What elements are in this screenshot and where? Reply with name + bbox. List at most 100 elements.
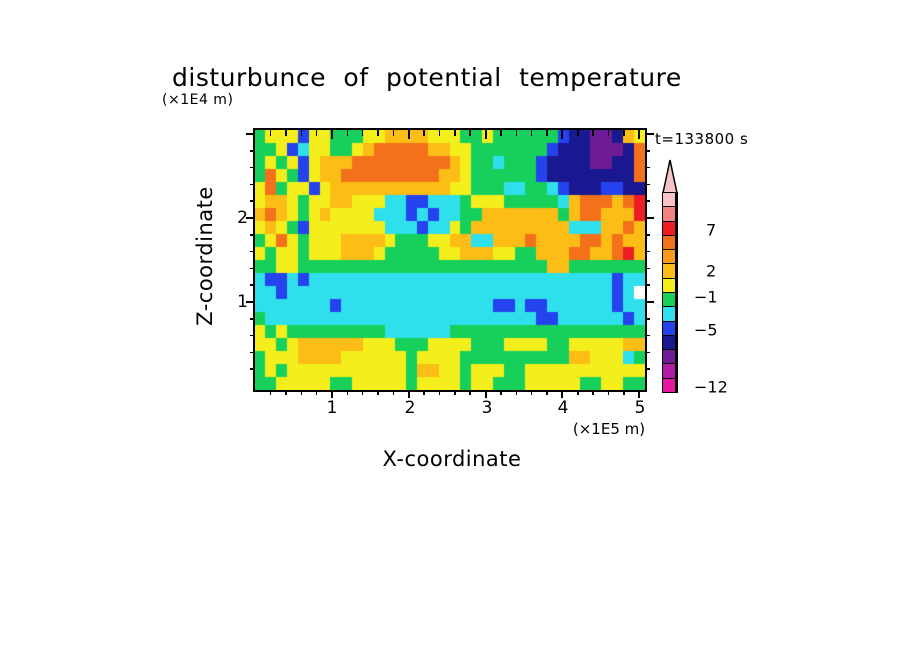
colorbar-cell [663, 321, 675, 335]
axis-tick [645, 351, 650, 354]
colorbar-cell [663, 364, 675, 378]
axis-tick [250, 234, 255, 236]
axis-tick [407, 130, 410, 139]
x-axis-units-label: (×1E5 m) [572, 420, 646, 438]
axis-tick [438, 390, 441, 395]
axis-tick [454, 130, 456, 136]
axis-tick [250, 351, 255, 354]
colorbar-label-7: 7 [706, 220, 717, 240]
axis-tick [484, 130, 487, 139]
axis-tick [638, 390, 641, 398]
axis-tick [645, 133, 654, 136]
axis-tick [607, 390, 610, 395]
axis-tick [331, 130, 333, 139]
colorbar-cell [663, 235, 675, 250]
axis-tick [645, 267, 650, 270]
colorbar-label-2: 2 [706, 261, 717, 281]
axis-tick [423, 130, 425, 136]
axis-tick [250, 200, 255, 202]
axis-tick [645, 368, 650, 370]
axis-tick [515, 390, 518, 395]
axis-tick [454, 390, 456, 395]
plot-border [253, 128, 647, 392]
x-tick-label-4: 4 [557, 398, 569, 418]
axis-tick [392, 390, 395, 395]
axis-tick [423, 390, 425, 395]
axis-tick [250, 318, 255, 320]
colorbar-cell [663, 278, 675, 292]
axis-tick [300, 390, 303, 395]
x-tick-label-2: 2 [404, 398, 416, 418]
colorbar-cell [663, 307, 675, 321]
colorbar-cell [663, 378, 675, 392]
axis-tick [577, 130, 579, 136]
axis-tick [500, 390, 502, 395]
axis-tick [638, 130, 641, 139]
x-tick-label-1: 1 [326, 398, 338, 418]
axis-tick [546, 390, 548, 395]
y-axis-title: Z-coordinate [193, 186, 217, 326]
axis-tick [645, 301, 654, 304]
colorbar [662, 192, 678, 393]
axis-tick [645, 234, 650, 236]
y-tick-label-1: 1 [237, 292, 248, 312]
axis-tick [250, 183, 255, 186]
axis-tick [250, 150, 255, 152]
axis-tick [285, 130, 287, 136]
axis-tick [500, 130, 502, 136]
colorbar-arrow-icon [662, 159, 678, 194]
axis-tick [269, 390, 272, 395]
axis-tick [623, 390, 625, 395]
colorbar-cell [663, 350, 675, 364]
axis-tick [361, 130, 364, 136]
x-tick-label-5: 5 [634, 398, 646, 418]
colorbar-label-neg12: −12 [694, 377, 728, 397]
axis-tick [607, 130, 610, 136]
axis-tick [645, 284, 650, 286]
axis-tick [469, 390, 471, 395]
colorbar-cell [663, 335, 675, 350]
y-axis-units-label: (×1E4 m) [162, 92, 234, 108]
axis-tick [315, 130, 318, 136]
axis-tick [285, 390, 287, 395]
axis-tick [246, 133, 255, 136]
colorbar-cell [663, 221, 675, 235]
colorbar-label-neg5: −5 [694, 320, 718, 340]
axis-tick [546, 130, 548, 136]
axis-tick [392, 130, 395, 136]
axis-tick [250, 334, 255, 337]
axis-tick [530, 130, 533, 136]
axis-tick [361, 390, 364, 395]
axis-tick [300, 130, 303, 136]
axis-tick [377, 130, 379, 136]
colorbar-cell [663, 250, 675, 264]
axis-tick [250, 267, 255, 270]
axis-tick [438, 130, 441, 136]
colorbar-cell [663, 207, 675, 221]
axis-tick [645, 166, 650, 169]
axis-tick [592, 390, 594, 395]
axis-tick [561, 390, 564, 398]
axis-tick [346, 130, 349, 136]
axis-tick [645, 334, 650, 337]
axis-tick [645, 150, 650, 152]
axis-tick [269, 130, 272, 136]
page-title: disturbunce of potential temperature [172, 63, 682, 92]
colorbar-cell [663, 292, 675, 307]
axis-tick [407, 390, 410, 398]
axis-tick [515, 130, 518, 136]
axis-tick [315, 390, 318, 395]
x-axis-title: X-coordinate [382, 447, 522, 471]
axis-tick [484, 390, 487, 398]
x-tick-label-3: 3 [481, 398, 493, 418]
axis-tick [246, 301, 255, 304]
axis-tick [377, 390, 379, 395]
axis-tick [250, 166, 255, 169]
axis-tick [645, 217, 654, 220]
colorbar-cell [663, 193, 675, 207]
colorbar-cell [663, 264, 675, 278]
axis-tick [331, 390, 333, 398]
time-label: t=133800 s [655, 130, 749, 148]
axis-tick [623, 130, 625, 136]
